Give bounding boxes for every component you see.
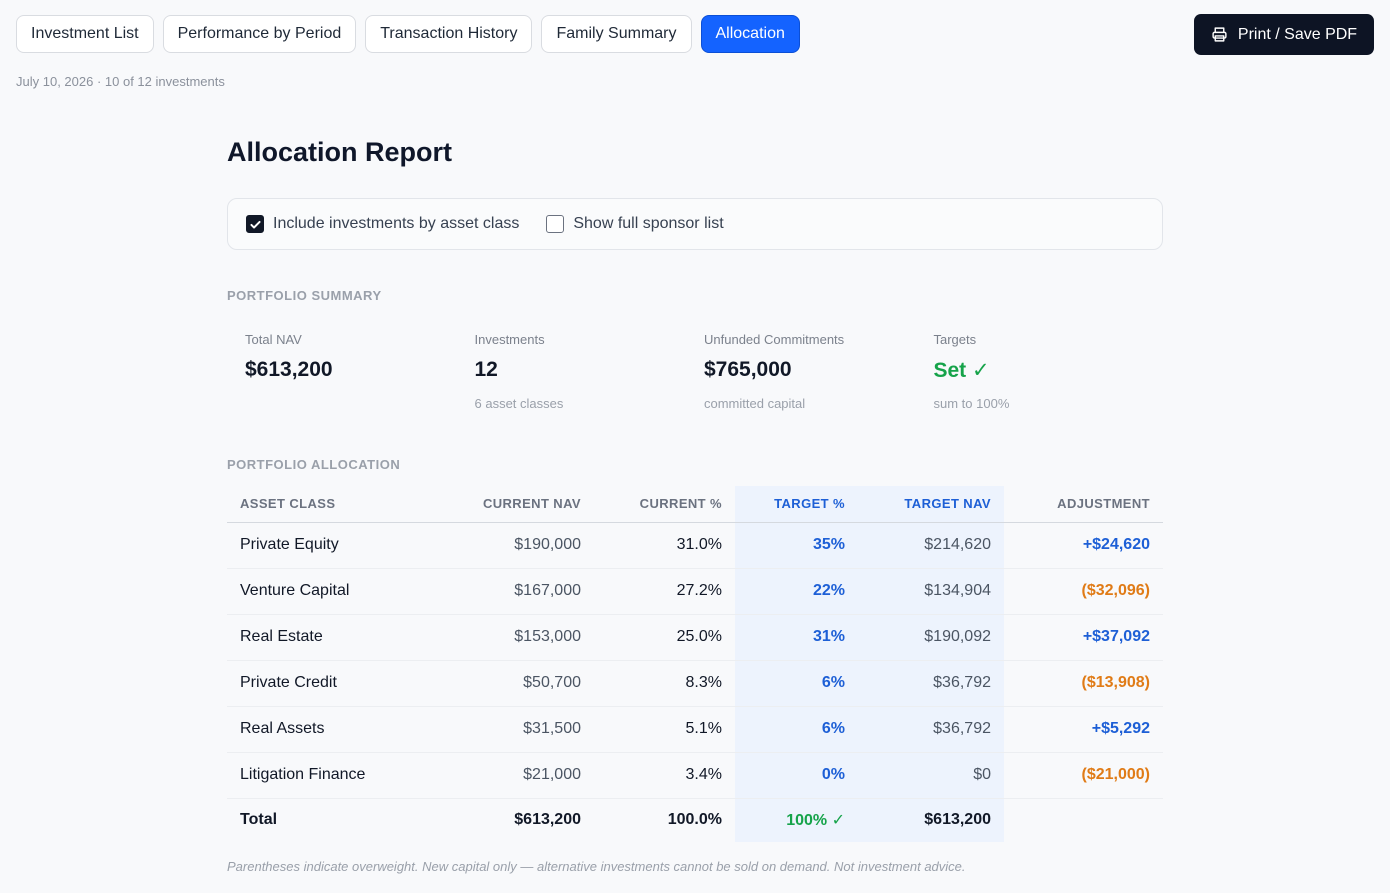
- stat-total-nav: Total NAV $613,200: [245, 332, 475, 412]
- cell-current-nav: $50,700: [451, 660, 594, 707]
- cell-asset-class: Total: [240, 811, 278, 829]
- table-row: Litigation Finance $21,000 3.4% 0% $0 ($…: [227, 752, 1163, 799]
- cell-asset-class: Private Credit: [227, 660, 451, 707]
- tab-family-summary[interactable]: Family Summary: [541, 15, 692, 53]
- check-icon: [249, 220, 261, 228]
- cell-current-pct: 25.0%: [594, 614, 735, 661]
- cell-adjustment: [1004, 798, 1163, 842]
- table-row: Real Assets $31,500 5.1% 6% $36,792 +$5,…: [227, 706, 1163, 753]
- col-adjustment: ADJUSTMENT: [1004, 486, 1163, 523]
- stat-label: Unfunded Commitments: [704, 332, 845, 347]
- cell-adjustment: ($13,908): [1004, 660, 1163, 707]
- cell-adjustment: +$5,292: [1004, 706, 1163, 753]
- cell-current-nav: $21,000: [451, 752, 594, 799]
- col-asset-class: ASSET CLASS: [227, 486, 451, 523]
- printer-icon: [1212, 27, 1227, 42]
- col-current-pct: CURRENT %: [594, 486, 735, 523]
- cell-current-nav: $153,000: [451, 614, 594, 661]
- tab-transaction-history[interactable]: Transaction History: [365, 15, 533, 53]
- cell-adjustment: ($32,096): [1004, 568, 1163, 615]
- report-tabs: Investment List Performance by Period Tr…: [16, 15, 800, 53]
- report-meta: July 10, 2026 · 10 of 12 investments: [16, 74, 225, 89]
- table-row: Private Credit $50,700 8.3% 6% $36,792 (…: [227, 660, 1163, 707]
- cell-asset-class: Real Assets: [227, 706, 451, 753]
- include-by-asset-class-checkbox[interactable]: [246, 215, 264, 233]
- cell-target-pct: 6%: [735, 706, 858, 753]
- footnote: Parentheses indicate overweight. New cap…: [227, 859, 966, 874]
- print-save-pdf-button[interactable]: Print / Save PDF: [1194, 14, 1374, 55]
- cell-asset-class: Litigation Finance: [227, 752, 451, 799]
- table-total-row: Total $613,200 100.0% 100% ✓ $613,200: [227, 798, 1163, 842]
- cell-asset-class: Venture Capital: [227, 568, 451, 615]
- option-include-by-asset-class[interactable]: Include investments by asset class: [246, 215, 519, 233]
- allocation-table: ASSET CLASS CURRENT NAV CURRENT % TARGET…: [227, 486, 1163, 842]
- stat-label: Investments: [474, 332, 545, 347]
- cell-current-pct: 27.2%: [594, 568, 735, 615]
- cell-current-pct: 100.0%: [667, 811, 722, 829]
- cell-target-pct: 31%: [735, 614, 858, 661]
- option-label: Show full sponsor list: [573, 215, 724, 232]
- tab-investment-list[interactable]: Investment List: [16, 15, 154, 53]
- stat-label: Total NAV: [245, 332, 302, 347]
- cell-target-nav: $36,792: [858, 660, 1004, 707]
- table-header-row: ASSET CLASS CURRENT NAV CURRENT % TARGET…: [227, 486, 1163, 523]
- cell-target-nav: $36,792: [858, 706, 1004, 753]
- stat-label: Targets: [933, 332, 977, 347]
- cell-asset-class: Real Estate: [227, 614, 451, 661]
- stat-targets: Targets Set ✓ sum to 100%: [934, 332, 1164, 412]
- page-title: Allocation Report: [227, 137, 453, 167]
- portfolio-allocation-heading: PORTFOLIO ALLOCATION: [227, 457, 401, 472]
- stat-value: 12: [474, 358, 498, 381]
- tab-allocation[interactable]: Allocation: [700, 15, 800, 53]
- cell-current-pct: 3.4%: [594, 752, 735, 799]
- cell-target-pct: 0%: [735, 752, 858, 799]
- stat-sub: 6 asset classes: [474, 396, 564, 411]
- tab-performance-by-period[interactable]: Performance by Period: [162, 15, 357, 53]
- cell-target-nav: $613,200: [858, 798, 1004, 842]
- print-button-label: Print / Save PDF: [1237, 25, 1358, 43]
- cell-target-pct: 22%: [735, 568, 858, 615]
- cell-target-nav: $214,620: [858, 522, 1004, 569]
- option-label: Include investments by asset class: [273, 215, 520, 232]
- stat-unfunded-commitments: Unfunded Commitments $765,000 committed …: [704, 332, 934, 412]
- cell-adjustment: ($21,000): [1004, 752, 1163, 799]
- stat-sub: committed capital: [704, 396, 806, 411]
- cell-target-nav: $134,904: [858, 568, 1004, 615]
- col-current-nav: CURRENT NAV: [451, 486, 594, 523]
- option-show-full-sponsor-list[interactable]: Show full sponsor list: [546, 215, 724, 233]
- stat-value: Set ✓: [933, 359, 990, 382]
- show-full-sponsor-list-checkbox[interactable]: [546, 215, 565, 233]
- stat-sub: [245, 396, 475, 412]
- cell-current-pct: 8.3%: [594, 660, 735, 707]
- table-row: Venture Capital $167,000 27.2% 22% $134,…: [227, 568, 1163, 615]
- col-target-pct: TARGET %: [735, 486, 858, 523]
- table-row: Private Equity $190,000 31.0% 35% $214,6…: [227, 522, 1163, 569]
- cell-current-nav: $190,000: [451, 522, 594, 569]
- cell-target-pct: 100% ✓: [735, 798, 858, 842]
- portfolio-summary-heading: PORTFOLIO SUMMARY: [227, 288, 382, 303]
- cell-current-nav: $613,200: [514, 811, 581, 829]
- cell-target-pct: 6%: [735, 660, 858, 707]
- portfolio-summary: Total NAV $613,200 Investments 12 6 asse…: [245, 332, 1163, 412]
- stat-value: $765,000: [704, 358, 792, 381]
- cell-target-pct: 35%: [735, 522, 858, 569]
- cell-target-nav: $0: [858, 752, 1004, 799]
- report-options: Include investments by asset class Show …: [227, 198, 1163, 250]
- stat-sub: sum to 100%: [933, 396, 1010, 411]
- cell-adjustment: +$37,092: [1004, 614, 1163, 661]
- cell-target-nav: $190,092: [858, 614, 1004, 661]
- stat-investments: Investments 12 6 asset classes: [475, 332, 705, 412]
- cell-current-pct: 5.1%: [594, 706, 735, 753]
- stat-value: $613,200: [245, 358, 333, 381]
- cell-asset-class: Private Equity: [227, 522, 451, 569]
- table-row: Real Estate $153,000 25.0% 31% $190,092 …: [227, 614, 1163, 661]
- cell-adjustment: +$24,620: [1004, 522, 1163, 569]
- cell-current-nav: $167,000: [451, 568, 594, 615]
- cell-current-pct: 31.0%: [594, 522, 735, 569]
- cell-current-nav: $31,500: [451, 706, 594, 753]
- col-target-nav: TARGET NAV: [858, 486, 1004, 523]
